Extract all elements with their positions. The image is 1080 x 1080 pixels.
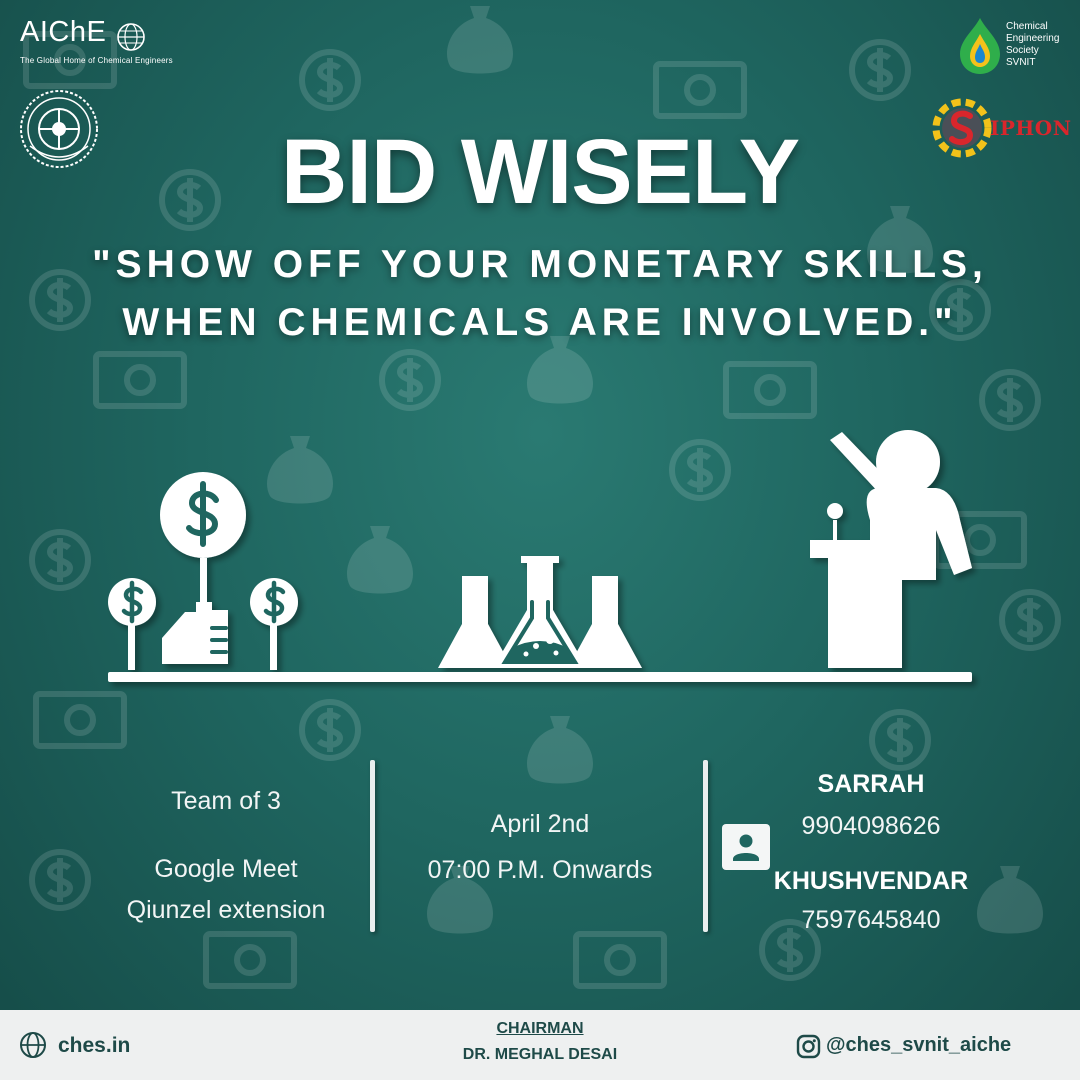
siphon-wordmark: IPHON [990,116,1072,140]
instagram-handle[interactable]: @ches_svnit_aiche [826,1034,1012,1056]
illustration-shelf [108,672,972,682]
auction-illustration [108,430,972,682]
divider-left [370,760,375,932]
chairman-label: CHAIRMAN [496,1020,584,1037]
footer-bar: ches.in CHAIRMAN DR. MEGHAL DESAI @ches_… [0,1010,1080,1080]
contact-phone-1: 9904098626 [801,812,941,840]
event-title: BID WISELY [280,121,800,223]
ches-line-1: Chemical [1006,21,1048,32]
team-size-text: Team of 3 [171,787,281,815]
ches-line-4: SVNIT [1006,57,1036,68]
aiche-logo: AIChE The Global Home of Chemical Engine… [20,18,173,65]
extension-text: Qiunzel extension [126,896,326,924]
event-date-text: April 2nd [490,810,590,838]
chairman-name: DR. MEGHAL DESAI [462,1046,618,1063]
instagram-icon [796,1034,821,1059]
ches-line-2: Engineering [1006,33,1060,44]
person-icon [733,834,759,861]
contact-phone-2: 7597645840 [801,906,941,934]
contact-card-icon [722,824,770,870]
event-tagline: "SHOW OFF YOUR MONETARY SKILLS, WHEN CHE… [0,236,1080,352]
tagline-line-1: "SHOW OFF YOUR MONETARY SKILLS, [92,243,988,286]
siphon-logo: IPHON [930,96,1072,160]
globe-icon [116,22,145,51]
siphon-gear-icon [932,98,992,158]
auctioneer-podium-icon [810,430,972,668]
contact-name-1: SARRAH [817,770,925,798]
ches-line-3: Society [1006,45,1039,56]
tagline-line-2: WHEN CHEMICALS ARE INVOLVED." [122,301,958,344]
divider-right [703,760,708,932]
institute-seal-icon [20,90,98,168]
ches-drop-icon [960,18,1000,74]
aiche-wordmark: AIChE [20,16,107,48]
website-link[interactable]: ches.in [58,1034,131,1057]
aiche-tagline: The Global Home of Chemical Engineers [20,55,173,65]
platform-text: Google Meet [154,855,298,883]
contact-name-2: KHUSHVENDAR [773,867,969,895]
event-time-text: 07:00 P.M. Onwards [427,856,653,884]
ches-logo: Chemical Engineering Society SVNIT [956,14,1059,76]
globe-icon [20,1032,46,1058]
